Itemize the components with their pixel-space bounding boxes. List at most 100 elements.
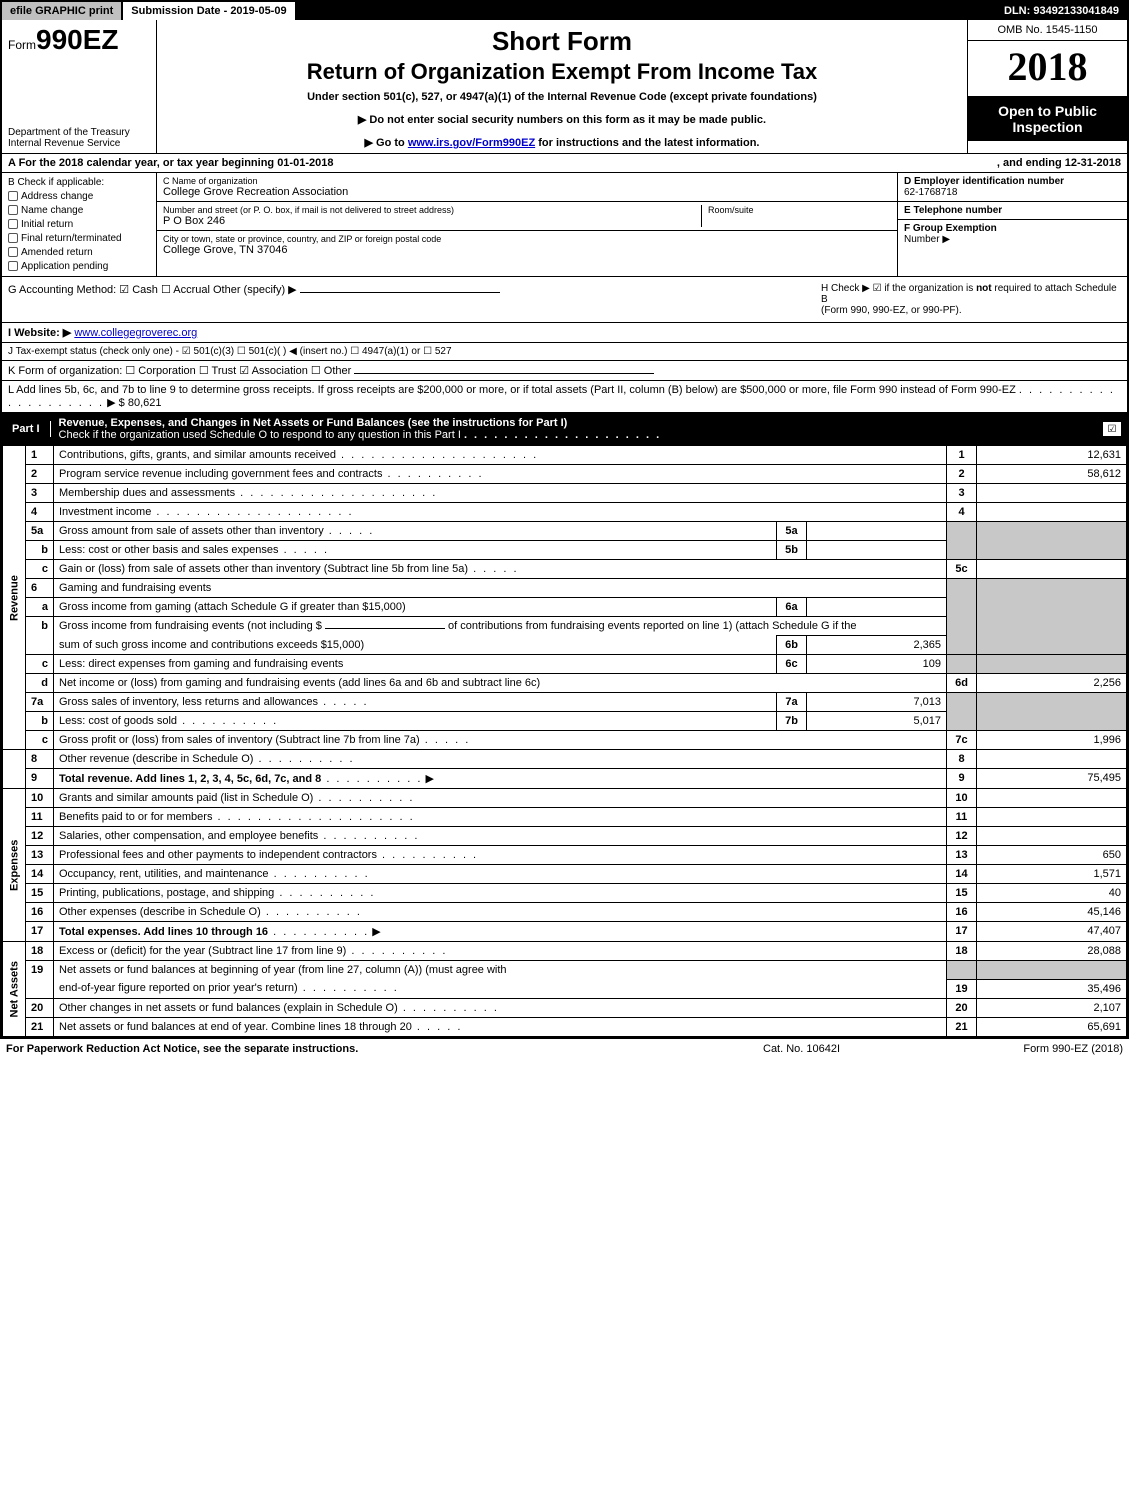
line-desc: Less: cost of goods sold (59, 715, 177, 727)
part1-checkbox[interactable]: ☑ (1103, 422, 1121, 436)
street-value: P O Box 246 (163, 215, 701, 227)
line-desc: Printing, publications, postage, and shi… (59, 887, 274, 899)
form-of-org-row: K Form of organization: ☐ Corporation ☐ … (2, 361, 1127, 381)
line-num: 5a (26, 522, 54, 541)
dots (235, 487, 437, 499)
line-num: 10 (26, 789, 54, 808)
chk-address-change[interactable]: Address change (8, 191, 150, 202)
irs-link[interactable]: www.irs.gov/Form990EZ (408, 137, 535, 149)
dots (398, 1002, 499, 1014)
chk-application-pending[interactable]: Application pending (8, 261, 150, 272)
chk-final-return[interactable]: Final return/terminated (8, 233, 150, 244)
other-specify-blank[interactable] (300, 292, 500, 293)
efile-print-button[interactable]: efile GRAPHIC print (2, 2, 123, 20)
line-desc: Occupancy, rent, utilities, and maintena… (59, 868, 269, 880)
grey-cell (977, 522, 1127, 560)
chk-name-change[interactable]: Name change (8, 205, 150, 216)
row-a-tax-year: A For the 2018 calendar year, or tax yea… (2, 154, 1127, 173)
chk-initial-return[interactable]: Initial return (8, 219, 150, 230)
line-13: 13 Professional fees and other payments … (3, 846, 1127, 865)
under-section-text: Under section 501(c), 527, or 4947(a)(1)… (163, 91, 961, 103)
room-suite: Room/suite (701, 205, 891, 227)
group-exemption-label1: F Group Exemption (904, 223, 1121, 234)
line-num: a (26, 598, 54, 617)
open-line1: Open to Public (972, 103, 1123, 119)
notice2-post: for instructions and the latest informat… (535, 137, 759, 149)
line-num: 12 (26, 827, 54, 846)
dots (274, 887, 375, 899)
g-text: G Accounting Method: ☑ Cash ☐ Accrual Ot… (8, 284, 297, 296)
line-desc: Gross amount from sale of assets other t… (59, 525, 324, 537)
ein-label-text: D Employer identification number (904, 176, 1064, 187)
inner-num: 5a (777, 522, 807, 541)
line-rval: 12,631 (977, 446, 1127, 465)
chk-amended-return[interactable]: Amended return (8, 247, 150, 258)
line-num: 3 (26, 484, 54, 503)
accounting-method: G Accounting Method: ☑ Cash ☐ Accrual Ot… (8, 283, 821, 316)
line-desc: Excess or (deficit) for the year (Subtra… (59, 945, 346, 957)
line-rval: 1,571 (977, 865, 1127, 884)
inner-val (807, 598, 947, 617)
dots (253, 753, 354, 765)
form-number: Form990EZ (8, 24, 150, 56)
chk-label: Address change (21, 191, 93, 202)
dots (377, 849, 478, 861)
line-desc: Total revenue. Add lines 1, 2, 3, 4, 5c,… (59, 773, 321, 785)
line-rval: 1,996 (977, 731, 1127, 750)
part1-label: Part I (2, 421, 51, 437)
block-bcd: B Check if applicable: Address change Na… (2, 173, 1127, 277)
org-website-link[interactable]: www.collegegroverec.org (74, 327, 197, 339)
line-num: 18 (26, 942, 54, 961)
open-to-public-badge: Open to Public Inspection (968, 97, 1127, 141)
line-num: 16 (26, 903, 54, 922)
grey-cell (947, 522, 977, 560)
dots (268, 926, 369, 938)
dots (420, 734, 471, 746)
line-2: 2 Program service revenue including gove… (3, 465, 1127, 484)
h-text3: (Form 990, 990-EZ, or 990-PF). (821, 305, 962, 316)
line-desc: Net assets or fund balances at beginning… (59, 964, 507, 976)
line-num: 8 (26, 750, 54, 769)
line-8: 8 Other revenue (describe in Schedule O)… (3, 750, 1127, 769)
line-7c: c Gross profit or (loss) from sales of i… (3, 731, 1127, 750)
chk-label: Final return/terminated (21, 233, 122, 244)
website-row: I Website: ▶ www.collegegroverec.org (2, 323, 1127, 343)
org-name-label: C Name of organization (163, 176, 891, 186)
checkbox-icon (8, 191, 18, 201)
line-rnum: 2 (947, 465, 977, 484)
part1-header: Part I Revenue, Expenses, and Changes in… (2, 413, 1127, 445)
line-5a: 5a Gross amount from sale of assets othe… (3, 522, 1127, 541)
checkbox-icon (8, 205, 18, 215)
line-rnum: 9 (947, 769, 977, 789)
street-row: Number and street (or P. O. box, if mail… (157, 202, 897, 231)
line-desc1: Gross income from fundraising events (no… (59, 620, 322, 632)
org-name-value: College Grove Recreation Association (163, 186, 891, 198)
line-num: 13 (26, 846, 54, 865)
submission-date: Submission Date - 2019-05-09 (123, 2, 296, 20)
street-label: Number and street (or P. O. box, if mail… (163, 205, 701, 215)
line-desc: Professional fees and other payments to … (59, 849, 377, 861)
line-rval: 45,146 (977, 903, 1127, 922)
line-desc: Benefits paid to or for members (59, 811, 212, 823)
part1-title-text: Revenue, Expenses, and Changes in Net As… (59, 417, 568, 429)
line-rval: 650 (977, 846, 1127, 865)
ein-label: D Employer identification number (904, 176, 1121, 187)
row-a-right: , and ending 12-31-2018 (997, 157, 1121, 169)
other-org-blank[interactable] (354, 373, 654, 374)
line-num: 17 (26, 922, 54, 942)
line-rnum: 4 (947, 503, 977, 522)
line-rnum: 21 (947, 1017, 977, 1036)
phone-label-text: E Telephone number (904, 205, 1002, 216)
page-footer: For Paperwork Reduction Act Notice, see … (0, 1039, 1129, 1059)
grey-cell (947, 961, 977, 980)
row-a-left: A For the 2018 calendar year, or tax yea… (8, 157, 333, 169)
dots (269, 868, 370, 880)
blank-amount[interactable] (325, 628, 445, 629)
line-12: 12 Salaries, other compensation, and emp… (3, 827, 1127, 846)
org-name-row: C Name of organization College Grove Rec… (157, 173, 897, 202)
line-rnum: 7c (947, 731, 977, 750)
line-desc: Grants and similar amounts paid (list in… (59, 792, 313, 804)
row-a-end: , and ending 12-31-2018 (997, 157, 1121, 169)
line-num: 14 (26, 865, 54, 884)
tax-year: 2018 (968, 41, 1127, 97)
